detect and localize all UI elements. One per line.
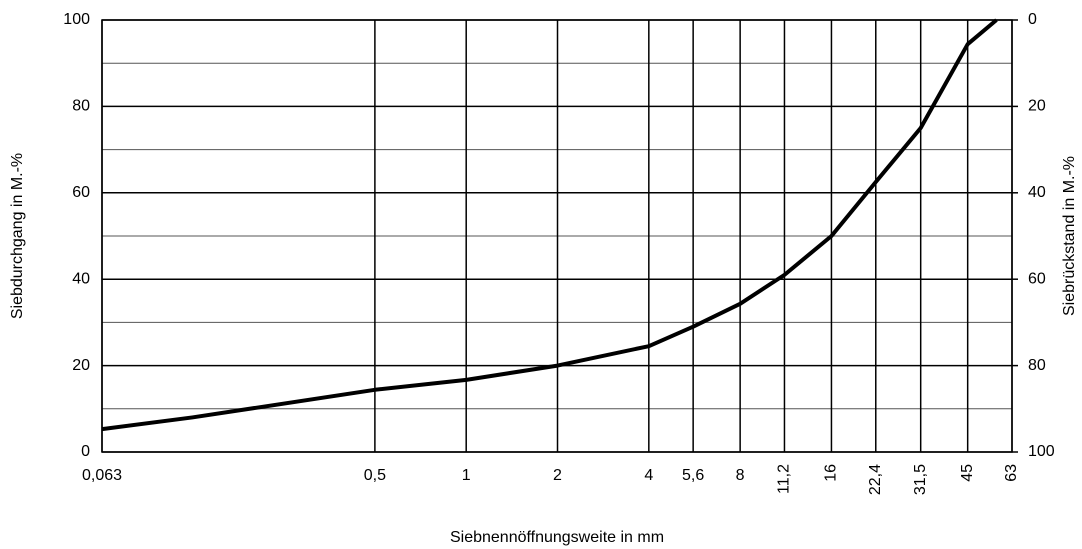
x-tick-label: 11,2 [776, 464, 793, 494]
y2-axis-label: Siebrückstand in M.-% [1061, 156, 1078, 316]
y-tick-label: 60 [72, 184, 90, 201]
x-tick-label: 31,5 [912, 464, 929, 495]
y-tick-label: 0 [81, 443, 90, 460]
y2-tick-label: 60 [1028, 270, 1046, 287]
x-tick-label: 16 [823, 464, 840, 482]
x-tick-label: 22,4 [867, 464, 884, 495]
plot-frame [101, 19, 1013, 453]
x-tick-label: 63 [1003, 464, 1020, 482]
x-tick-label: 45 [959, 464, 976, 482]
line-series [101, 18, 998, 432]
y2-tick-label: 80 [1028, 357, 1046, 374]
x-tick-label: 2 [553, 467, 562, 484]
x-axis-label: Siebnennöffnungsweite in mm [450, 529, 664, 546]
x-tick-label: 0,063 [82, 467, 122, 484]
y2-tick-label: 100 [1028, 443, 1055, 460]
x-tick-label: 5,6 [682, 467, 704, 484]
y2-tick-label: 0 [1028, 11, 1037, 28]
x-tick-label: 8 [736, 467, 745, 484]
y2-tick-label: 40 [1028, 184, 1046, 201]
y-axis-label: Siebdurchgang in M.-% [9, 153, 26, 319]
y-tick-label: 20 [72, 357, 90, 374]
x-tick-label: 0,5 [364, 467, 386, 484]
y-tick-label: 40 [72, 270, 90, 287]
x-tick-label: 1 [462, 467, 471, 484]
y-tick-label: 100 [63, 11, 90, 28]
x-tick-label: 4 [644, 467, 653, 484]
y-tick-label: 80 [72, 98, 90, 115]
y2-tick-label: 20 [1028, 98, 1046, 115]
